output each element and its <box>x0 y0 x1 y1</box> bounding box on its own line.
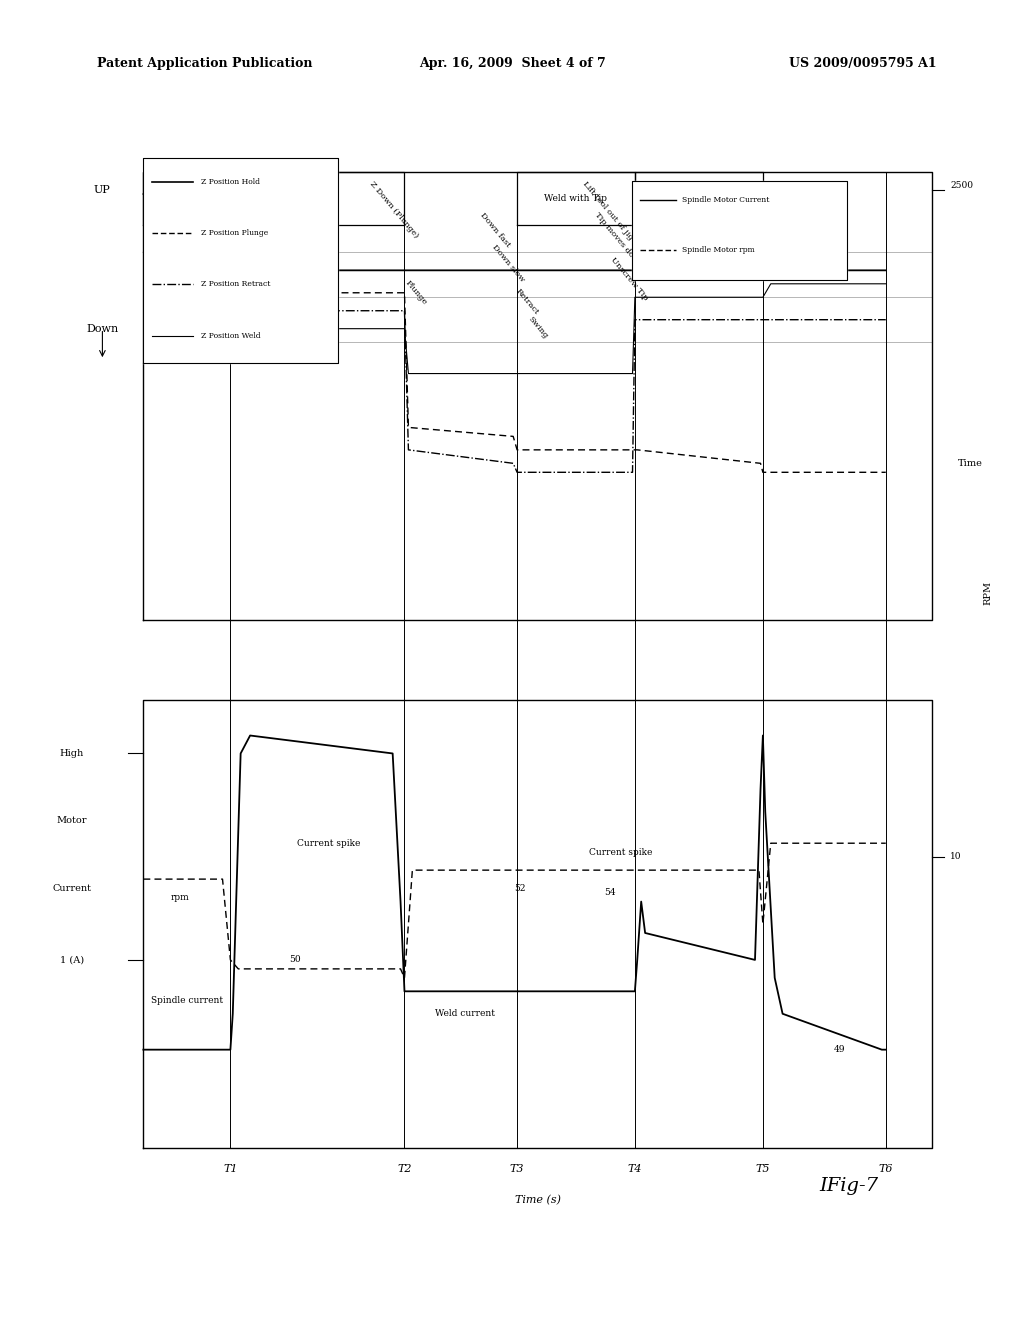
Text: US 2009/0095795 A1: US 2009/0095795 A1 <box>790 57 937 70</box>
Text: RPM: RPM <box>984 581 992 605</box>
Text: Spindle current: Spindle current <box>152 995 223 1005</box>
Text: T2: T2 <box>397 1164 412 1175</box>
Text: 52: 52 <box>514 883 525 892</box>
Text: Weld with Tip: Weld with Tip <box>545 194 607 203</box>
Text: 10: 10 <box>950 853 962 861</box>
Text: High: High <box>59 748 84 758</box>
Text: Time (s): Time (s) <box>515 1195 560 1205</box>
Text: Z Position Weld: Z Position Weld <box>201 331 260 339</box>
Text: Z Position Plunge: Z Position Plunge <box>201 230 268 238</box>
Text: Tool away from jig: Tool away from jig <box>152 180 208 244</box>
Text: T5: T5 <box>756 1164 770 1175</box>
Text: T1: T1 <box>223 1164 238 1175</box>
Text: Spindle Motor rpm: Spindle Motor rpm <box>682 246 755 253</box>
Text: 50: 50 <box>289 956 301 965</box>
Text: Z Down slow: Z Down slow <box>186 247 228 294</box>
Text: T4: T4 <box>628 1164 642 1175</box>
Text: 2500: 2500 <box>950 181 973 190</box>
Text: Weld current: Weld current <box>435 1010 495 1018</box>
Text: rpm: rpm <box>171 892 189 902</box>
Text: Unscrew Tip: Unscrew Tip <box>670 194 728 203</box>
Text: Patent Application Publication: Patent Application Publication <box>97 57 312 70</box>
Text: Z Position Hold: Z Position Hold <box>201 178 260 186</box>
Text: Retract: Retract <box>514 288 541 317</box>
Text: Current spike: Current spike <box>297 838 360 847</box>
Text: Current spike: Current spike <box>589 847 652 857</box>
Text: Z Position Retract: Z Position Retract <box>201 280 270 289</box>
Text: Lift tool out of jig: Lift tool out of jig <box>581 180 635 242</box>
Text: Attach Tip: Attach Tip <box>250 194 298 203</box>
Text: Z Down fast: Z Down fast <box>175 220 214 264</box>
Text: Current: Current <box>52 883 91 892</box>
Text: Swing: Swing <box>525 314 549 341</box>
Text: Tip moves down: Tip moves down <box>593 211 643 269</box>
Text: Apr. 16, 2009  Sheet 4 of 7: Apr. 16, 2009 Sheet 4 of 7 <box>419 57 605 70</box>
Text: Attach tip: Attach tip <box>222 297 255 334</box>
Text: Unscrew Tip: Unscrew Tip <box>608 256 649 302</box>
Text: T6: T6 <box>879 1164 893 1175</box>
Text: UP: UP <box>94 185 111 194</box>
Text: Down: Down <box>86 323 119 334</box>
Text: Down slow: Down slow <box>490 243 526 282</box>
Text: Down fast: Down fast <box>478 211 512 249</box>
Text: T3: T3 <box>510 1164 524 1175</box>
Text: Lift tool out of jig: Lift tool out of jig <box>282 211 335 273</box>
Text: 49: 49 <box>834 1045 845 1055</box>
Text: Z Down (Plunge): Z Down (Plunge) <box>368 180 420 240</box>
Text: Plunge: Plunge <box>403 279 429 306</box>
Text: Screw into tip: Screw into tip <box>289 265 334 315</box>
Text: 54: 54 <box>604 888 616 898</box>
Text: IFig-7: IFig-7 <box>819 1176 879 1195</box>
Text: Time: Time <box>957 459 982 467</box>
Text: Spindle Motor Current: Spindle Motor Current <box>682 197 770 205</box>
Text: 1 (A): 1 (A) <box>59 956 84 965</box>
Text: Motor: Motor <box>56 816 87 825</box>
